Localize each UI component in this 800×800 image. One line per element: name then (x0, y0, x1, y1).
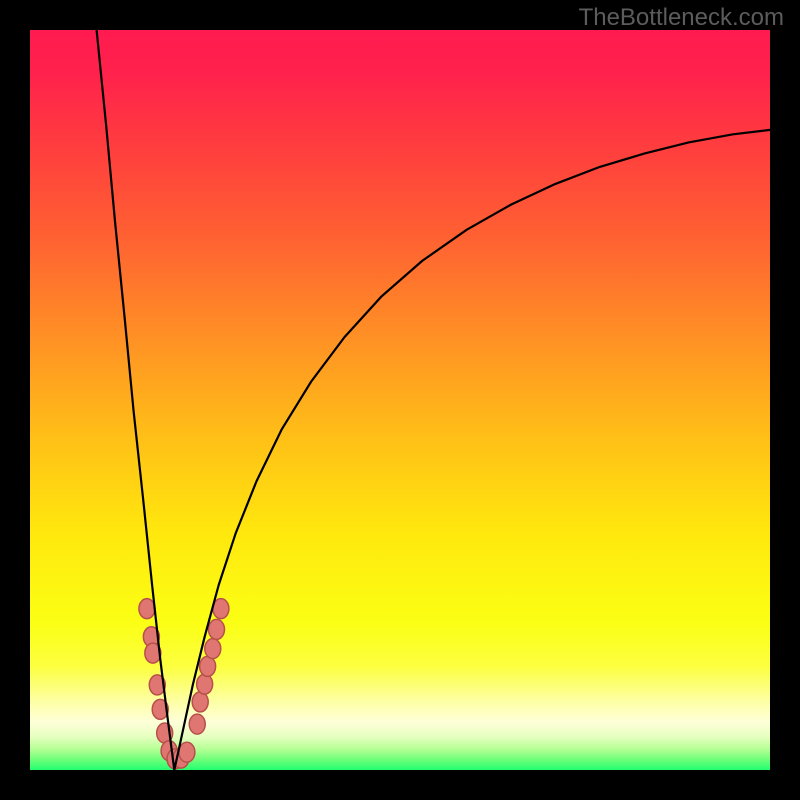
data-marker (192, 692, 208, 712)
data-marker (179, 742, 195, 762)
watermark-text: TheBottleneck.com (579, 4, 784, 32)
curve-left (97, 30, 175, 770)
data-marker (213, 599, 229, 619)
chart-svg (30, 30, 770, 770)
chart-frame: TheBottleneck.com (0, 0, 800, 800)
data-marker (200, 656, 216, 676)
plot-area (30, 30, 770, 770)
data-marker (208, 619, 224, 639)
data-marker (197, 674, 213, 694)
data-marker (189, 714, 205, 734)
data-marker (205, 639, 221, 659)
marker-layer (139, 599, 229, 769)
data-marker (139, 599, 155, 619)
curve-right (174, 130, 770, 770)
